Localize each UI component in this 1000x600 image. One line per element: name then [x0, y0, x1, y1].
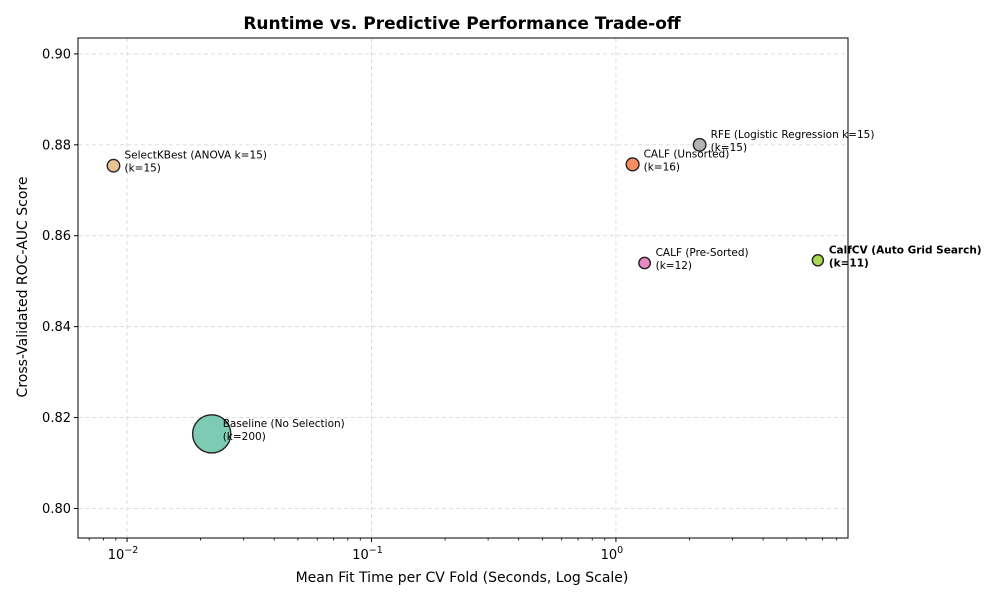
- point-label-k: (k=12): [656, 260, 692, 272]
- point-label-k: (k=15): [711, 142, 747, 154]
- y-tick-label: 0.86: [42, 229, 71, 244]
- points-layer: [106, 137, 825, 454]
- data-point: [811, 254, 825, 267]
- point-label: CalfCV (Auto Grid Search): [829, 244, 982, 256]
- chart-title: Runtime vs. Predictive Performance Trade…: [243, 14, 681, 34]
- y-tick-label: 0.88: [42, 138, 71, 153]
- y-tick-label: 0.82: [42, 411, 71, 426]
- point-label: RFE (Logistic Regression k=15): [711, 129, 875, 141]
- data-point: [692, 137, 707, 152]
- point-label: CALF (Pre-Sorted): [656, 247, 749, 259]
- point-label: SelectKBest (ANOVA k=15): [124, 150, 266, 162]
- x-tick-label-exponent: −1: [369, 545, 383, 556]
- data-point: [191, 414, 232, 454]
- y-tick-label: 0.84: [42, 320, 71, 335]
- x-tick-label: 100: [601, 545, 624, 563]
- y-axis-label: Cross-Validated ROC-AUC Score: [15, 177, 31, 398]
- point-label-k: (k=200): [223, 431, 266, 443]
- point-label: CALF (Unsorted): [644, 148, 730, 160]
- point-label-k: (k=11): [829, 257, 869, 269]
- x-axis-label: Mean Fit Time per CV Fold (Seconds, Log …: [296, 570, 629, 586]
- plot-frame: [77, 37, 849, 539]
- x-tick-label: 10−2: [108, 545, 139, 563]
- x-tick-label-base: 10: [108, 548, 125, 563]
- x-tick-label-base: 10: [352, 548, 369, 563]
- y-tick-label: 0.80: [42, 502, 71, 517]
- point-label-k: (k=16): [644, 161, 680, 173]
- point-label-k: (k=15): [124, 163, 160, 175]
- data-point: [625, 157, 640, 172]
- data-point: [106, 158, 121, 173]
- point-label: Baseline (No Selection): [223, 418, 345, 430]
- x-tick-label-exponent: 0: [617, 545, 623, 556]
- data-point: [638, 256, 652, 270]
- point-labels-layer: SelectKBest (ANOVA k=15)(k=15)Baseline (…: [124, 129, 981, 443]
- y-tick-label: 0.90: [42, 47, 71, 62]
- x-tick-label-base: 10: [601, 548, 618, 563]
- x-tick-label-exponent: −2: [124, 545, 138, 556]
- x-tick-label: 10−1: [352, 545, 383, 563]
